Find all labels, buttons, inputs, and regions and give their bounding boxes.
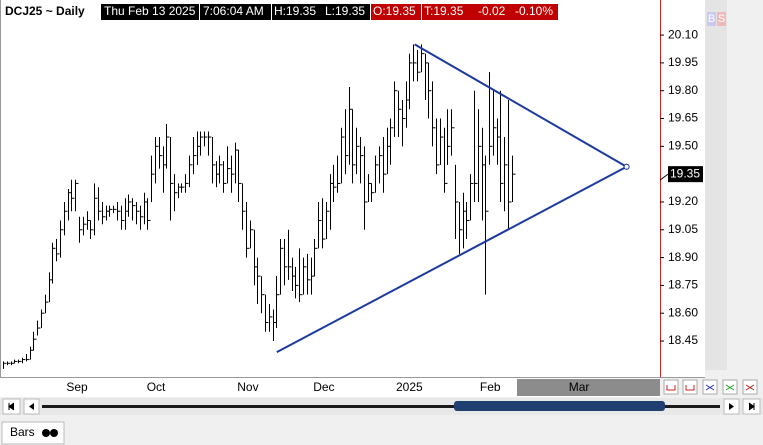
low: L:19.35 bbox=[325, 4, 365, 18]
icon-glyph bbox=[29, 403, 34, 410]
date: Thu Feb 13 2025 bbox=[104, 4, 196, 18]
x-axis-strip bbox=[0, 378, 660, 397]
icon-glyph bbox=[748, 402, 755, 411]
tool-icon[interactable] bbox=[682, 379, 698, 395]
x-tick-label: Oct bbox=[147, 380, 166, 394]
hl-box bbox=[272, 4, 370, 20]
side-strip bbox=[705, 0, 727, 370]
scroll-thumb[interactable] bbox=[454, 401, 665, 411]
icon-glyph bbox=[666, 385, 676, 391]
x-tick-label: Nov bbox=[237, 380, 258, 394]
y-tick-label: 19.05 bbox=[668, 222, 698, 236]
tab-icon bbox=[50, 429, 58, 437]
sell-button[interactable] bbox=[717, 12, 726, 26]
y-tick-label: 20.10 bbox=[668, 27, 698, 41]
icon-glyph bbox=[729, 403, 734, 410]
y-tick-label: 19.65 bbox=[668, 111, 698, 125]
trendline-handle bbox=[623, 163, 630, 170]
x-tick-label: Dec bbox=[313, 380, 334, 394]
last-price-label: 19.35 bbox=[670, 166, 700, 180]
buy-label[interactable]: B bbox=[708, 13, 715, 25]
tab[interactable] bbox=[1, 421, 65, 445]
x-tick-label: 2025 bbox=[396, 380, 423, 394]
y-tick-label: 19.50 bbox=[668, 139, 698, 153]
symbol: DCJ25 ~ Daily bbox=[5, 4, 85, 18]
y-tick-label: 18.60 bbox=[668, 305, 698, 319]
y-tick-label: 19.95 bbox=[668, 55, 698, 69]
trendline bbox=[276, 165, 628, 354]
change: -0.02 bbox=[478, 4, 506, 18]
sell-label[interactable]: S bbox=[718, 13, 725, 25]
x-tick-label: Sep bbox=[66, 380, 88, 394]
last: T:19.35 bbox=[424, 4, 464, 18]
change-pct: -0.10% bbox=[515, 4, 553, 18]
open-box bbox=[371, 4, 421, 20]
tool-icon[interactable] bbox=[663, 379, 679, 395]
icon-glyph bbox=[725, 384, 735, 391]
time: 7:06:04 AM bbox=[203, 4, 264, 18]
future-area bbox=[517, 379, 660, 396]
scroll-track bbox=[42, 405, 720, 408]
x-tick-label: Feb bbox=[480, 380, 501, 394]
price-bars bbox=[3, 44, 516, 369]
y-tick-label: 19.20 bbox=[668, 194, 698, 208]
trendline bbox=[414, 43, 628, 168]
date-box bbox=[101, 4, 199, 20]
icon-glyph bbox=[705, 384, 715, 391]
y-tick-label: 18.90 bbox=[668, 250, 698, 264]
icon-glyph bbox=[685, 385, 695, 391]
x-tick-label: Mar bbox=[569, 380, 590, 394]
last-price-pointer bbox=[659, 173, 669, 181]
y-tick-label: 18.45 bbox=[668, 333, 698, 347]
icon-glyph bbox=[745, 384, 755, 391]
open: O:19.35 bbox=[373, 4, 416, 18]
high: H:19.35 bbox=[274, 4, 316, 18]
buy-button[interactable] bbox=[707, 12, 716, 26]
tab-icon bbox=[42, 429, 50, 437]
last-price-box bbox=[668, 166, 703, 183]
icon-glyph bbox=[8, 402, 15, 411]
y-tick-label: 18.75 bbox=[668, 278, 698, 292]
y-tick-label: 19.80 bbox=[668, 83, 698, 97]
tab-label[interactable]: Bars bbox=[10, 425, 35, 439]
toolbar-icons bbox=[663, 379, 758, 395]
time-box bbox=[200, 4, 271, 20]
chart-area bbox=[0, 0, 705, 377]
last-box bbox=[422, 4, 558, 20]
